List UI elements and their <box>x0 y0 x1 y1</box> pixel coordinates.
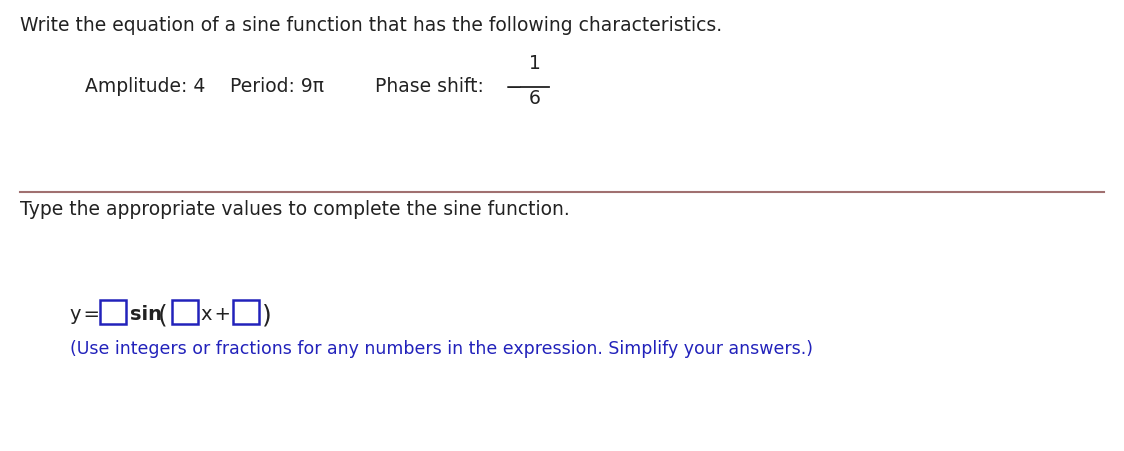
FancyBboxPatch shape <box>233 300 259 324</box>
Text: sin: sin <box>130 304 162 323</box>
Text: 1: 1 <box>529 54 541 73</box>
Text: 6: 6 <box>529 89 541 108</box>
Text: Amplitude: 4: Amplitude: 4 <box>85 77 206 96</box>
Text: Phase shift:: Phase shift: <box>375 77 483 96</box>
Text: y =: y = <box>70 304 100 323</box>
Text: Write the equation of a sine function that has the following characteristics.: Write the equation of a sine function th… <box>20 16 722 35</box>
Text: −: − <box>505 78 523 98</box>
Text: ): ) <box>262 302 272 326</box>
Text: x +: x + <box>201 304 232 323</box>
Text: (Use integers or fractions for any numbers in the expression. Simplify your answ: (Use integers or fractions for any numbe… <box>70 339 813 357</box>
Text: Period: 9π: Period: 9π <box>230 77 324 96</box>
Text: Type the appropriate values to complete the sine function.: Type the appropriate values to complete … <box>20 199 570 219</box>
Text: (: ( <box>158 302 167 326</box>
FancyBboxPatch shape <box>100 300 126 324</box>
FancyBboxPatch shape <box>172 300 198 324</box>
